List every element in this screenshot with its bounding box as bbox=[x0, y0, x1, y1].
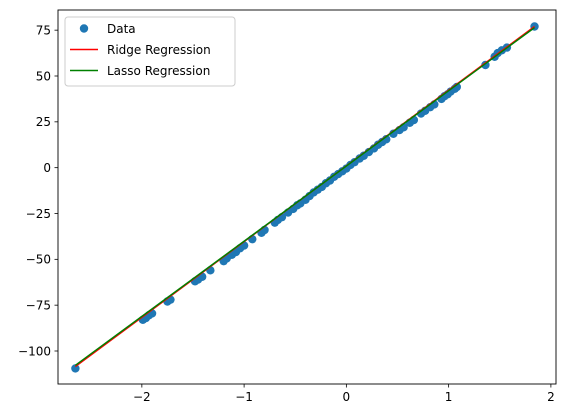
plot-layer bbox=[71, 22, 539, 373]
x-tick-label: 0 bbox=[343, 390, 351, 404]
legend: Data Ridge Regression Lasso Regression bbox=[64, 16, 236, 87]
y-tick-label: −75 bbox=[26, 298, 51, 312]
legend-marker-data bbox=[79, 24, 89, 33]
legend-label-data: Data bbox=[107, 22, 136, 36]
y-tick-label: −25 bbox=[26, 207, 51, 221]
y-tick-label: 0 bbox=[43, 161, 51, 175]
y-tick-label: 50 bbox=[36, 69, 51, 83]
y-tick-label: 75 bbox=[36, 23, 51, 37]
legend-label-lasso-regression: Lasso Regression bbox=[107, 64, 210, 78]
x-tick-label: 2 bbox=[547, 390, 555, 404]
x-tick-label: −1 bbox=[235, 390, 253, 404]
y-tick-label: 25 bbox=[36, 115, 51, 129]
lasso-regression-line bbox=[74, 26, 535, 366]
y-tick-label: −50 bbox=[26, 253, 51, 267]
legend-label-ridge-regression: Ridge Regression bbox=[107, 43, 211, 57]
legend-box bbox=[64, 16, 236, 87]
plot-area bbox=[71, 22, 539, 373]
x-tick-label: 1 bbox=[445, 390, 453, 404]
data-point bbox=[71, 364, 80, 373]
axes-frame bbox=[57, 9, 557, 385]
y-tick-label: −100 bbox=[18, 344, 51, 358]
x-tick-label: −2 bbox=[133, 390, 151, 404]
ticks-layer: −2 −1 0 1 2 −100 −75 −50 −25 0 25 50 75 bbox=[18, 23, 555, 404]
